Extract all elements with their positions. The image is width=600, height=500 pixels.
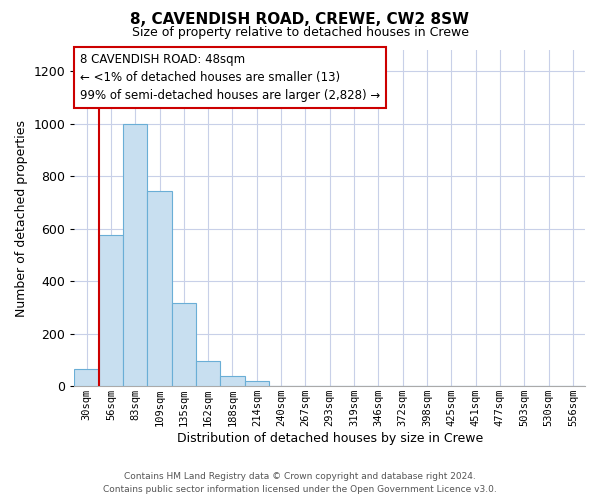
Bar xyxy=(123,124,148,386)
Bar xyxy=(245,381,269,386)
Bar xyxy=(172,304,196,386)
Bar xyxy=(99,235,123,386)
Bar xyxy=(196,361,220,386)
Text: Size of property relative to detached houses in Crewe: Size of property relative to detached ho… xyxy=(131,26,469,39)
Y-axis label: Number of detached properties: Number of detached properties xyxy=(15,120,28,316)
Bar xyxy=(220,376,245,386)
Text: Contains HM Land Registry data © Crown copyright and database right 2024.
Contai: Contains HM Land Registry data © Crown c… xyxy=(103,472,497,494)
X-axis label: Distribution of detached houses by size in Crewe: Distribution of detached houses by size … xyxy=(176,432,483,445)
Bar xyxy=(74,368,99,386)
Text: 8 CAVENDISH ROAD: 48sqm
← <1% of detached houses are smaller (13)
99% of semi-de: 8 CAVENDISH ROAD: 48sqm ← <1% of detache… xyxy=(80,54,380,102)
Bar xyxy=(148,190,172,386)
Text: 8, CAVENDISH ROAD, CREWE, CW2 8SW: 8, CAVENDISH ROAD, CREWE, CW2 8SW xyxy=(131,12,470,28)
